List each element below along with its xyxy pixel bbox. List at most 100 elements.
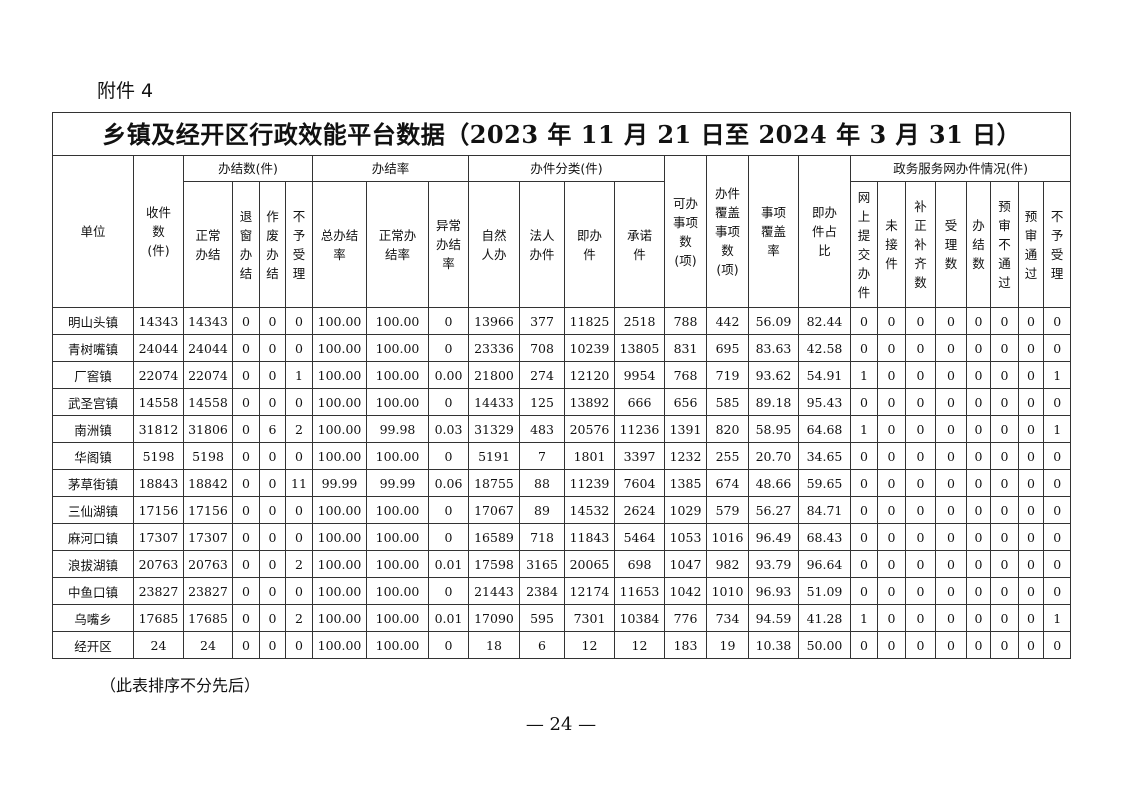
table-cell: 0	[905, 523, 936, 551]
table-cell: 0	[259, 550, 286, 578]
table-row: 明山头镇 14343 14343 0 0 0 100.00 100.00 0 13966 377 11…	[52, 307, 1072, 335]
table-cell: 0	[1018, 577, 1044, 605]
table-cell: 93.79	[748, 550, 799, 578]
table-cell: 11843	[564, 523, 615, 551]
table-cell: 0	[1042, 523, 1072, 551]
table-cell: 0	[428, 388, 469, 416]
table-cell: 0	[259, 361, 286, 389]
column-header: 政务服务网办件情况(件)	[849, 155, 1072, 182]
table-cell: 0	[877, 388, 906, 416]
table-cell: 100.00	[312, 307, 367, 335]
table-cell: 0	[935, 604, 967, 632]
table-cell: 100.00	[366, 604, 429, 632]
table-cell: 255	[706, 442, 749, 470]
table-cell: 0	[1018, 307, 1044, 335]
table-cell: 1053	[664, 523, 707, 551]
table-cell: 1391	[664, 415, 707, 443]
table-cell: 24	[183, 631, 233, 659]
table-cell: 0	[1042, 496, 1072, 524]
table-cell: 0	[935, 523, 967, 551]
table-cell: 0	[259, 442, 286, 470]
table-cell: 1232	[664, 442, 707, 470]
table-cell: 0	[990, 550, 1019, 578]
table-cell: 0	[1042, 469, 1072, 497]
table-cell: 11653	[614, 577, 665, 605]
table-cell: 0	[935, 415, 967, 443]
table-cell: 0	[285, 388, 313, 416]
table-cell: 0	[966, 334, 991, 362]
table-cell: 0	[877, 361, 906, 389]
table-cell: 3397	[614, 442, 665, 470]
table-cell: 7301	[564, 604, 615, 632]
table-cell: 0	[966, 496, 991, 524]
table-cell: 99.99	[312, 469, 367, 497]
table-cell: 0	[850, 496, 878, 524]
table-cell: 14558	[133, 388, 184, 416]
table-cell: 0	[935, 496, 967, 524]
table-cell: 377	[519, 307, 565, 335]
table-cell: 18843	[133, 469, 184, 497]
table-cell: 0	[232, 496, 260, 524]
table-cell: 0	[428, 631, 469, 659]
table-cell: 0	[966, 550, 991, 578]
column-subheader: 受 理 数	[935, 181, 967, 308]
column-subheader: 正常 办结	[183, 181, 233, 308]
column-subheader: 正常办 结率	[366, 181, 429, 308]
column-subheader: 总办结 率	[312, 181, 367, 308]
table-cell: 0.03	[428, 415, 469, 443]
table-cell: 768	[664, 361, 707, 389]
table-cell: 0	[259, 631, 286, 659]
table-note: （此表排序不分先后）	[100, 676, 261, 695]
table-cell: 59.65	[798, 469, 851, 497]
table-cell: 100.00	[366, 334, 429, 362]
table-cell: 0	[935, 469, 967, 497]
table-cell: 100.00	[366, 442, 429, 470]
table-cell: 0	[428, 496, 469, 524]
table-cell: 1801	[564, 442, 615, 470]
unit-name-cell: 南洲镇	[52, 415, 134, 443]
table-cell: 1	[850, 604, 878, 632]
table-row: 南洲镇 31812 31806 0 6 2 100.00 99.98 0.03 31329 483 2…	[52, 415, 1072, 443]
table-cell: 100.00	[312, 442, 367, 470]
table-cell: 0.01	[428, 550, 469, 578]
column-header: 单位	[52, 155, 134, 308]
table-cell: 0	[966, 307, 991, 335]
table-cell: 982	[706, 550, 749, 578]
column-header: 即办 件占 比	[798, 155, 851, 308]
table-cell: 718	[519, 523, 565, 551]
column-header: 办件分类(件)	[468, 155, 665, 182]
table-cell: 100.00	[312, 631, 367, 659]
column-header: 事项 覆盖 率	[748, 155, 799, 308]
table-cell: 0	[1018, 334, 1044, 362]
table-cell: 0	[232, 361, 260, 389]
table-cell: 54.91	[798, 361, 851, 389]
table-cell: 0	[966, 523, 991, 551]
column-subheader: 不 予 受 理	[1042, 181, 1072, 308]
table-cell: 0	[285, 334, 313, 362]
table-cell: 0	[1018, 604, 1044, 632]
table-cell: 100.00	[312, 550, 367, 578]
table-cell: 100.00	[312, 577, 367, 605]
table-cell: 0	[877, 496, 906, 524]
table-cell: 24	[133, 631, 184, 659]
table-cell: 695	[706, 334, 749, 362]
table-cell: 0	[905, 388, 936, 416]
table-cell: 0	[966, 469, 991, 497]
table-cell: 9954	[614, 361, 665, 389]
table-cell: 82.44	[798, 307, 851, 335]
table-cell: 100.00	[366, 307, 429, 335]
table-cell: 0	[232, 469, 260, 497]
table-cell: 0	[990, 361, 1019, 389]
table-cell: 20065	[564, 550, 615, 578]
table-cell: 595	[519, 604, 565, 632]
table-cell: 20576	[564, 415, 615, 443]
table-cell: 0.06	[428, 469, 469, 497]
table-cell: 0	[259, 388, 286, 416]
table-cell: 0.01	[428, 604, 469, 632]
table-cell: 0	[990, 334, 1019, 362]
table-cell: 22074	[133, 361, 184, 389]
table-cell: 0	[905, 550, 936, 578]
table-cell: 14558	[183, 388, 233, 416]
table-cell: 31329	[468, 415, 520, 443]
attachment-label: 附件 4	[97, 80, 154, 102]
